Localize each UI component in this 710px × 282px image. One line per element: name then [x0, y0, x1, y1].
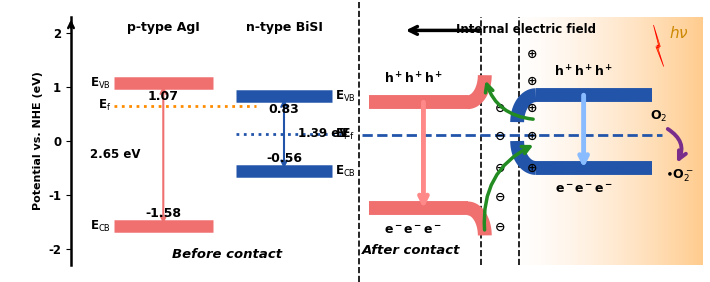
Polygon shape: [653, 25, 664, 67]
Text: -1.58: -1.58: [146, 207, 181, 220]
Text: $\mathbf{h^+h^+h^+}$: $\mathbf{h^+h^+h^+}$: [383, 72, 443, 87]
Text: ⊕: ⊕: [528, 130, 537, 143]
Text: E$_{\rm CB}$: E$_{\rm CB}$: [335, 164, 356, 179]
Text: Before contact: Before contact: [172, 248, 283, 261]
Text: 2.65 eV: 2.65 eV: [90, 148, 141, 161]
Text: ⊖: ⊖: [495, 102, 506, 115]
Text: E$_{\rm VB}$: E$_{\rm VB}$: [335, 89, 356, 104]
Text: ⊕: ⊕: [528, 48, 537, 61]
Text: ⊕: ⊕: [528, 162, 537, 175]
Text: $\mathbf{e^-e^-e^-}$: $\mathbf{e^-e^-e^-}$: [384, 224, 442, 237]
Text: After contact: After contact: [362, 244, 461, 257]
Text: O$_2$: O$_2$: [650, 109, 667, 124]
FancyArrowPatch shape: [486, 84, 533, 119]
Text: $\bullet$O$_2^-$: $\bullet$O$_2^-$: [665, 168, 694, 184]
Text: ⊕: ⊕: [528, 75, 537, 88]
Text: Internal electric field: Internal electric field: [456, 23, 596, 36]
Text: $\mathbf{h^+h^+h^+}$: $\mathbf{h^+h^+h^+}$: [554, 65, 613, 80]
FancyArrowPatch shape: [668, 129, 686, 159]
FancyArrowPatch shape: [484, 147, 530, 230]
Text: E$_{\rm CB}$: E$_{\rm CB}$: [90, 219, 111, 234]
Text: E$_{\rm f}$: E$_{\rm f}$: [335, 126, 349, 142]
Text: $h\nu$: $h\nu$: [669, 25, 689, 41]
Text: p-type AgI: p-type AgI: [127, 21, 200, 34]
Text: 0.83: 0.83: [268, 103, 300, 116]
Text: n-type BiSI: n-type BiSI: [246, 21, 322, 34]
Text: ⊖: ⊖: [495, 191, 506, 204]
Text: E$_{\rm VB}$: E$_{\rm VB}$: [90, 76, 111, 91]
Text: ⊕: ⊕: [528, 102, 537, 115]
Text: $\mathbf{e^-e^-e^-}$: $\mathbf{e^-e^-e^-}$: [555, 183, 613, 196]
Text: 1.39 eV: 1.39 eV: [298, 127, 349, 140]
Text: 1.07: 1.07: [148, 90, 179, 103]
Text: ⊖: ⊖: [495, 130, 506, 143]
Y-axis label: Potential vs. NHE (eV): Potential vs. NHE (eV): [33, 72, 43, 210]
Text: -0.56: -0.56: [266, 152, 302, 165]
Text: E$_{\rm f}$: E$_{\rm f}$: [97, 98, 111, 113]
Text: ⊖: ⊖: [495, 162, 506, 175]
Text: ⊖: ⊖: [495, 221, 506, 234]
Text: E$_{\rm f}$: E$_{\rm f}$: [342, 127, 355, 142]
